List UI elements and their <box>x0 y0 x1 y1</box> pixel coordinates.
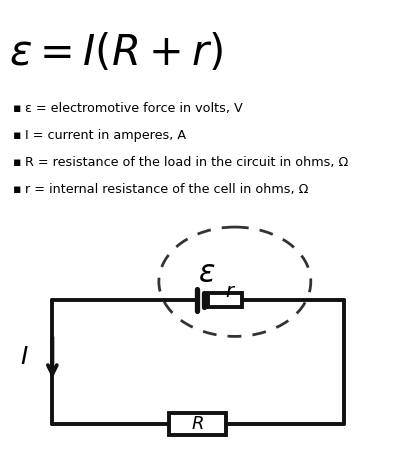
Text: I = current in amperes, A: I = current in amperes, A <box>24 129 186 142</box>
Bar <box>208 292 242 307</box>
Bar <box>169 413 226 435</box>
Text: R = resistance of the load in the circuit in ohms, Ω: R = resistance of the load in the circui… <box>24 156 348 169</box>
Text: r = internal resistance of the cell in ohms, Ω: r = internal resistance of the cell in o… <box>24 183 308 196</box>
Text: ▪: ▪ <box>13 183 21 196</box>
Text: $R$: $R$ <box>191 415 204 433</box>
Text: ▪: ▪ <box>13 102 21 115</box>
Text: $I$: $I$ <box>20 346 29 369</box>
Text: ▪: ▪ <box>13 129 21 142</box>
Text: $r$: $r$ <box>225 283 236 301</box>
Text: ▪: ▪ <box>13 156 21 169</box>
Text: ε = electromotive force in volts, V: ε = electromotive force in volts, V <box>24 102 242 115</box>
Text: $\varepsilon = I(R + r)$: $\varepsilon = I(R + r)$ <box>9 32 223 74</box>
Text: $\varepsilon$: $\varepsilon$ <box>198 258 216 289</box>
